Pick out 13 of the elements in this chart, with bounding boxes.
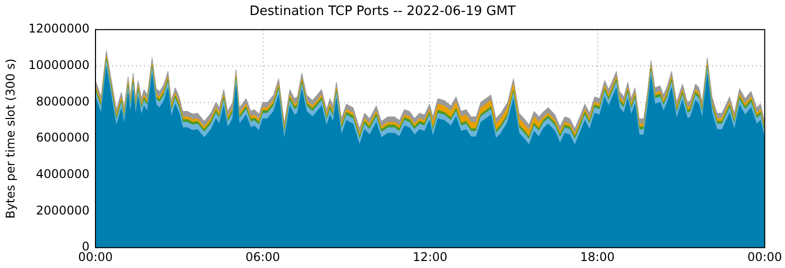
x-tick-label: 00:00 bbox=[747, 250, 782, 264]
x-tick-label: 06:00 bbox=[245, 250, 280, 264]
y-tick-label: 2000000 bbox=[36, 203, 90, 218]
x-tick-label: 00:00 bbox=[78, 250, 113, 264]
x-tick-label: 12:00 bbox=[412, 250, 448, 264]
y-tick-label: 8000000 bbox=[36, 94, 90, 108]
y-tick-label: 4000000 bbox=[36, 167, 90, 182]
y-tick-label: 12000000 bbox=[28, 22, 90, 36]
y-tick-label: 10000000 bbox=[28, 58, 90, 72]
chart-title: Destination TCP Ports -- 2022-06-19 GMT bbox=[249, 4, 516, 20]
y-axis-title: Bytes per time slot (300 s) bbox=[3, 58, 18, 219]
y-tick-label: 6000000 bbox=[36, 130, 90, 145]
x-tick-label: 18:00 bbox=[580, 250, 615, 264]
